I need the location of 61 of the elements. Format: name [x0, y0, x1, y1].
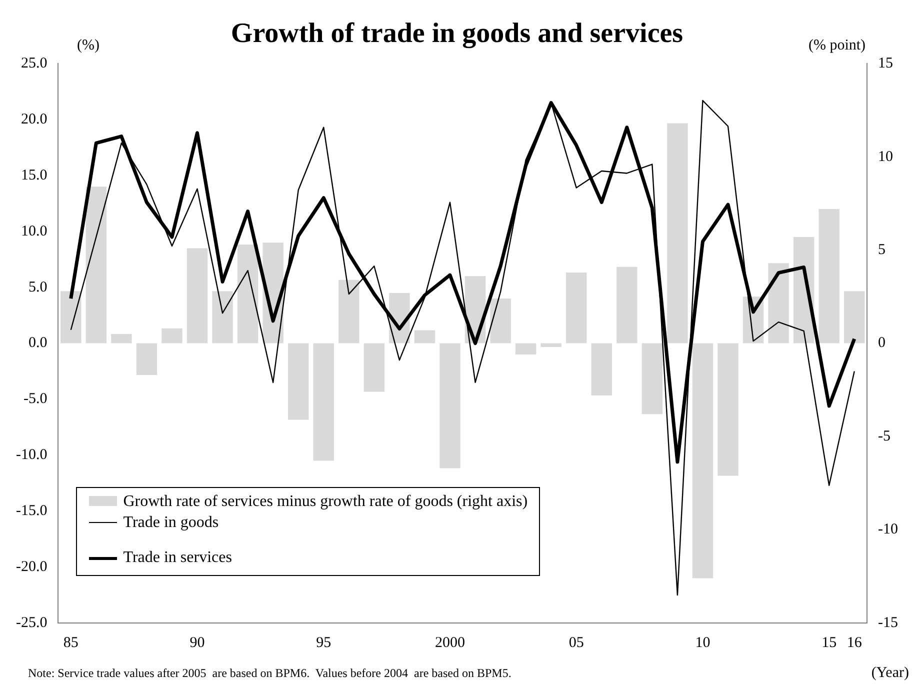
y2-tick-label: 5 — [878, 242, 886, 258]
bar — [515, 343, 536, 354]
bar — [818, 209, 840, 344]
y-tick-label: -10.0 — [16, 447, 48, 464]
y2-tick-label: 0 — [878, 335, 886, 352]
bar — [667, 123, 688, 344]
legend-label: Trade in goods — [123, 513, 219, 532]
y-tick-label: 25.0 — [20, 56, 48, 72]
bar — [186, 248, 208, 344]
y2-tick-label: -5 — [878, 428, 891, 444]
x-tick-label: 15 — [822, 634, 837, 651]
bar — [718, 343, 738, 476]
bar — [490, 298, 511, 344]
bar — [237, 244, 258, 344]
bar — [162, 328, 182, 344]
x-tick-label: 05 — [568, 634, 584, 651]
x-tick-label: 10 — [695, 634, 710, 651]
bar — [338, 280, 360, 344]
y2-axis-title: (% point) — [808, 38, 866, 54]
y2-tick-label: -10 — [878, 522, 898, 538]
x-tick-label: 95 — [316, 634, 332, 651]
x-tick-label: 90 — [190, 634, 205, 651]
y-tick-label: -5.0 — [23, 391, 48, 408]
y-tick-label: -25.0 — [16, 614, 48, 631]
bar — [414, 330, 436, 344]
legend-label: Trade in services — [123, 548, 232, 567]
legend-label: Growth rate of services minus growth rate of goods (right axis) — [123, 492, 528, 511]
y-tick-label: 15.0 — [20, 167, 48, 184]
y2-tick-label: 10 — [878, 148, 894, 165]
bar — [136, 343, 158, 375]
y-tick-label: 20.0 — [20, 111, 48, 128]
chart-title: Growth of trade in goods and services — [230, 18, 684, 50]
x-tick-label: 85 — [63, 634, 78, 651]
bar — [212, 291, 233, 344]
bar — [692, 343, 714, 578]
y-tick-label: -15.0 — [16, 503, 48, 520]
y-tick-label: 10.0 — [20, 223, 48, 240]
bar — [566, 272, 587, 344]
bar — [60, 291, 82, 344]
bar — [616, 266, 638, 344]
bar — [86, 186, 107, 344]
bar — [768, 263, 789, 344]
y-tick-label: 0.0 — [28, 335, 48, 352]
x-axis-title: (Year) — [871, 665, 909, 681]
bar — [540, 343, 562, 348]
bar — [288, 343, 309, 420]
bar — [591, 343, 612, 396]
x-tick-label: 2000 — [434, 634, 465, 651]
bar — [364, 343, 385, 392]
bar — [844, 291, 865, 344]
bar — [642, 343, 663, 414]
text: Note: Service trade values after 2005 are based on BPM6. Values before 2004 are based on BPM5. — [28, 666, 512, 680]
y-tick-label: 5.0 — [28, 279, 48, 296]
y-tick-label: -20.0 — [16, 558, 48, 575]
bar — [313, 343, 334, 461]
x-tick-label: 16 — [846, 634, 862, 651]
bar — [111, 334, 132, 344]
y2-tick-label: 15 — [878, 56, 894, 72]
y2-tick-label: -15 — [878, 614, 898, 631]
y-axis-title: (%) — [76, 38, 100, 54]
bar — [440, 343, 460, 468]
